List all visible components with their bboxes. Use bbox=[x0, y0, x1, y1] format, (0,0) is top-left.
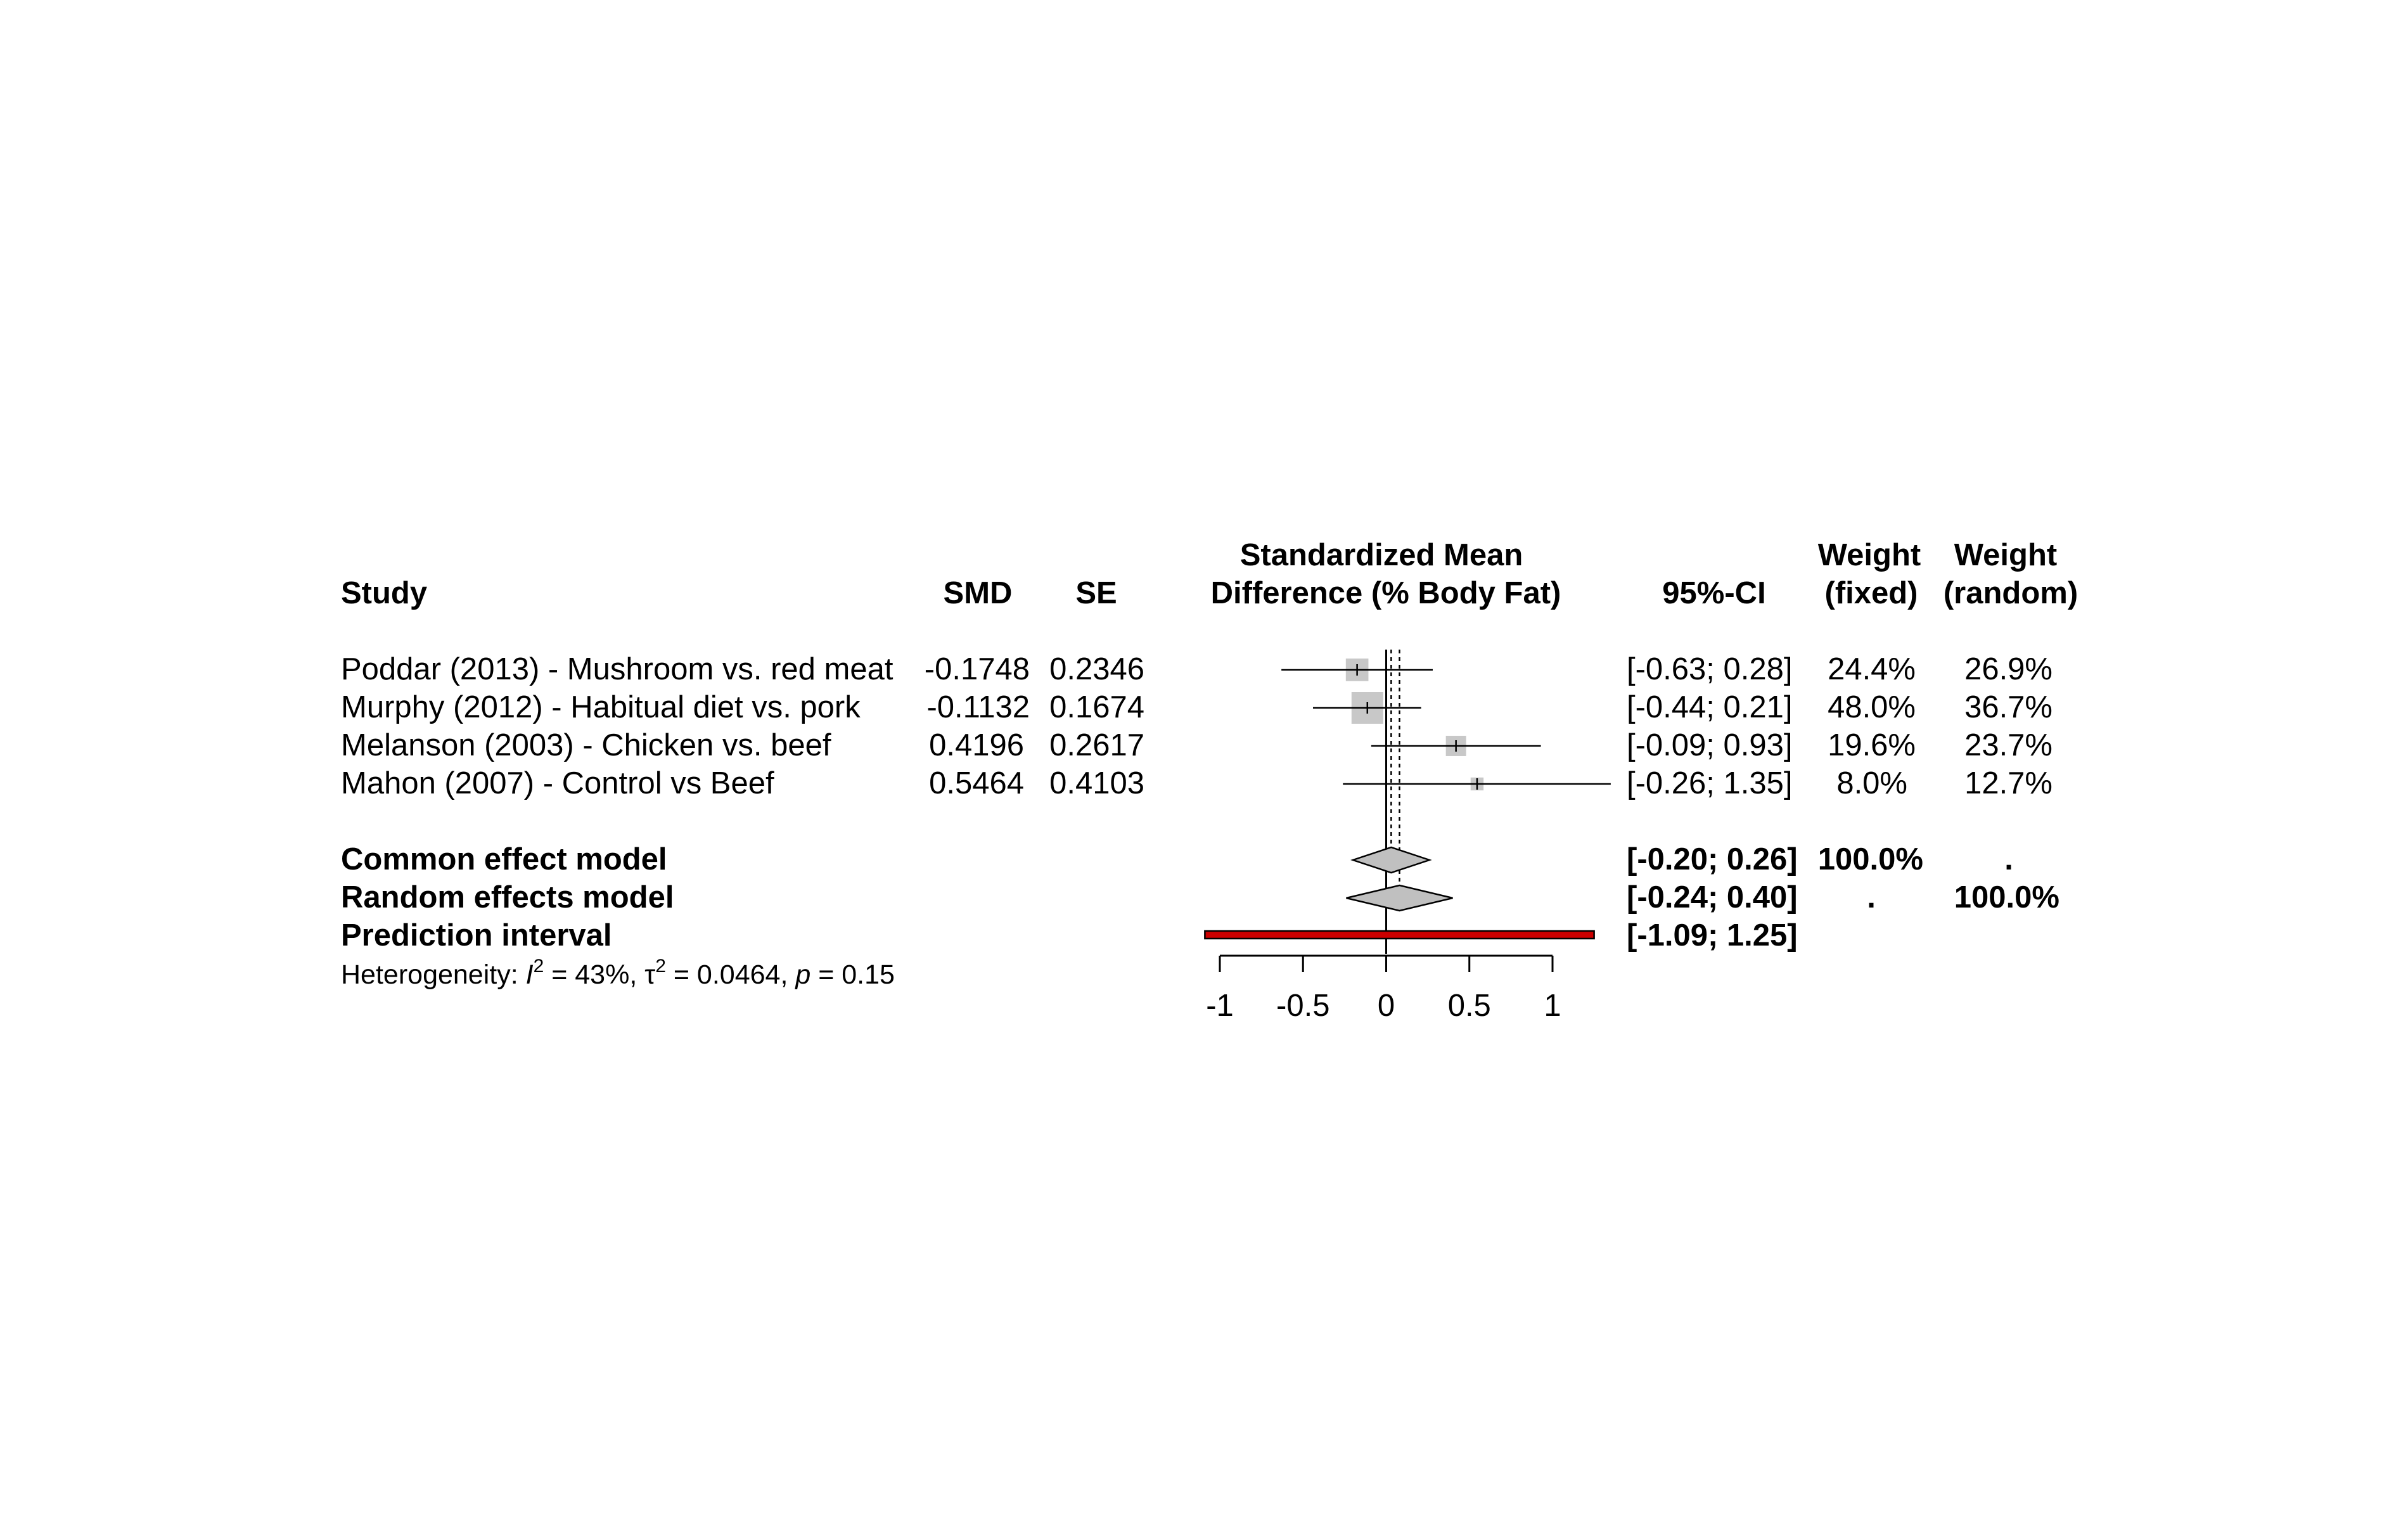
study-se: 0.2617 bbox=[1049, 728, 1144, 762]
study-weight-fixed: 24.4% bbox=[1828, 652, 1916, 686]
summary-diamond bbox=[1350, 846, 1432, 874]
study-row: Murphy (2012) - Habitual diet vs. pork -… bbox=[341, 690, 2053, 724]
study-weight-fixed: 8.0% bbox=[1836, 766, 1907, 800]
study-weight-fixed: 48.0% bbox=[1828, 690, 1916, 724]
study-name: Murphy (2012) - Habitual diet vs. pork bbox=[341, 690, 861, 724]
study-ci: [-0.09; 0.93] bbox=[1627, 728, 1793, 762]
study-se: 0.4103 bbox=[1049, 766, 1144, 800]
x-axis-tick-label: -0.5 bbox=[1276, 989, 1329, 1023]
study-row: Melanson (2003) - Chicken vs. beef 0.419… bbox=[341, 728, 2053, 762]
summary-weight-random: . bbox=[2004, 842, 2013, 876]
study-weight-random: 36.7% bbox=[1964, 690, 2053, 724]
study-smd: -0.1132 bbox=[926, 690, 1030, 724]
prediction-ci: [-1.09; 1.25] bbox=[1627, 918, 1798, 953]
x-axis-tick-label: 0 bbox=[1378, 989, 1395, 1023]
header-smd: SMD bbox=[944, 576, 1013, 610]
forest-plot-area: -1 -0.5 0 0.5 1 bbox=[1204, 650, 1611, 1023]
x-axis-tick-label: 0.5 bbox=[1448, 989, 1491, 1023]
study-weight-fixed: 19.6% bbox=[1828, 728, 1916, 762]
header-ci: 95%-CI bbox=[1662, 576, 1765, 610]
heterogeneity-text: Heterogeneity: I2 = 43%, τ2 = 0.0464, p … bbox=[341, 956, 895, 990]
x-axis-tick-label: -1 bbox=[1206, 989, 1234, 1023]
prediction-interval-bar bbox=[1204, 930, 1595, 940]
study-weight-random: 12.7% bbox=[1964, 766, 2053, 800]
header-study: Study bbox=[341, 576, 427, 610]
header-weight-fixed-line2: (fixed) bbox=[1825, 576, 1918, 610]
study-weight-random: 26.9% bbox=[1964, 652, 2053, 686]
header-weight-fixed-line1: Weight bbox=[1818, 538, 1921, 572]
summary-diamond bbox=[1346, 884, 1453, 912]
header-effect-line2: Difference (% Body Fat) bbox=[1211, 576, 1561, 610]
summary-ci: [-0.20; 0.26] bbox=[1627, 842, 1798, 876]
study-ci: [-0.26; 1.35] bbox=[1627, 766, 1793, 800]
summary-row-random: Random effects model [-0.24; 0.40] . 100… bbox=[341, 880, 2059, 915]
header-effect-line1: Standardized Mean bbox=[1240, 538, 1523, 572]
study-row: Poddar (2013) - Mushroom vs. red meat -0… bbox=[341, 652, 2053, 686]
study-row: Mahon (2007) - Control vs Beef 0.5464 0.… bbox=[341, 766, 2053, 800]
prediction-name: Prediction interval bbox=[341, 918, 612, 953]
x-axis-tick-label: 1 bbox=[1544, 989, 1561, 1023]
study-smd: 0.4196 bbox=[929, 728, 1024, 762]
study-weight-random: 23.7% bbox=[1964, 728, 2053, 762]
study-se: 0.2346 bbox=[1049, 652, 1144, 686]
study-ci: [-0.63; 0.28] bbox=[1627, 652, 1793, 686]
summary-ci: [-0.24; 0.40] bbox=[1627, 880, 1798, 915]
study-name: Mahon (2007) - Control vs Beef bbox=[341, 766, 774, 800]
summary-weight-random: 100.0% bbox=[1954, 880, 2059, 915]
header-weight-random-line2: (random) bbox=[1944, 576, 2078, 610]
study-name: Poddar (2013) - Mushroom vs. red meat bbox=[341, 652, 893, 686]
summary-weight-fixed: . bbox=[1867, 880, 1876, 915]
study-smd: 0.5464 bbox=[929, 766, 1024, 800]
study-ci: [-0.44; 0.21] bbox=[1627, 690, 1793, 724]
prediction-row: Prediction interval [-1.09; 1.25] bbox=[341, 918, 1798, 953]
study-name: Melanson (2003) - Chicken vs. beef bbox=[341, 728, 831, 762]
study-smd: -0.1748 bbox=[925, 652, 1030, 686]
summary-name: Random effects model bbox=[341, 880, 674, 915]
header-se: SE bbox=[1075, 576, 1117, 610]
summary-name: Common effect model bbox=[341, 842, 667, 876]
summary-row-common: Common effect model [-0.20; 0.26] 100.0%… bbox=[341, 842, 2013, 876]
study-se: 0.1674 bbox=[1049, 690, 1144, 724]
header-weight-random-line1: Weight bbox=[1954, 538, 2057, 572]
summary-weight-fixed: 100.0% bbox=[1818, 842, 1923, 876]
